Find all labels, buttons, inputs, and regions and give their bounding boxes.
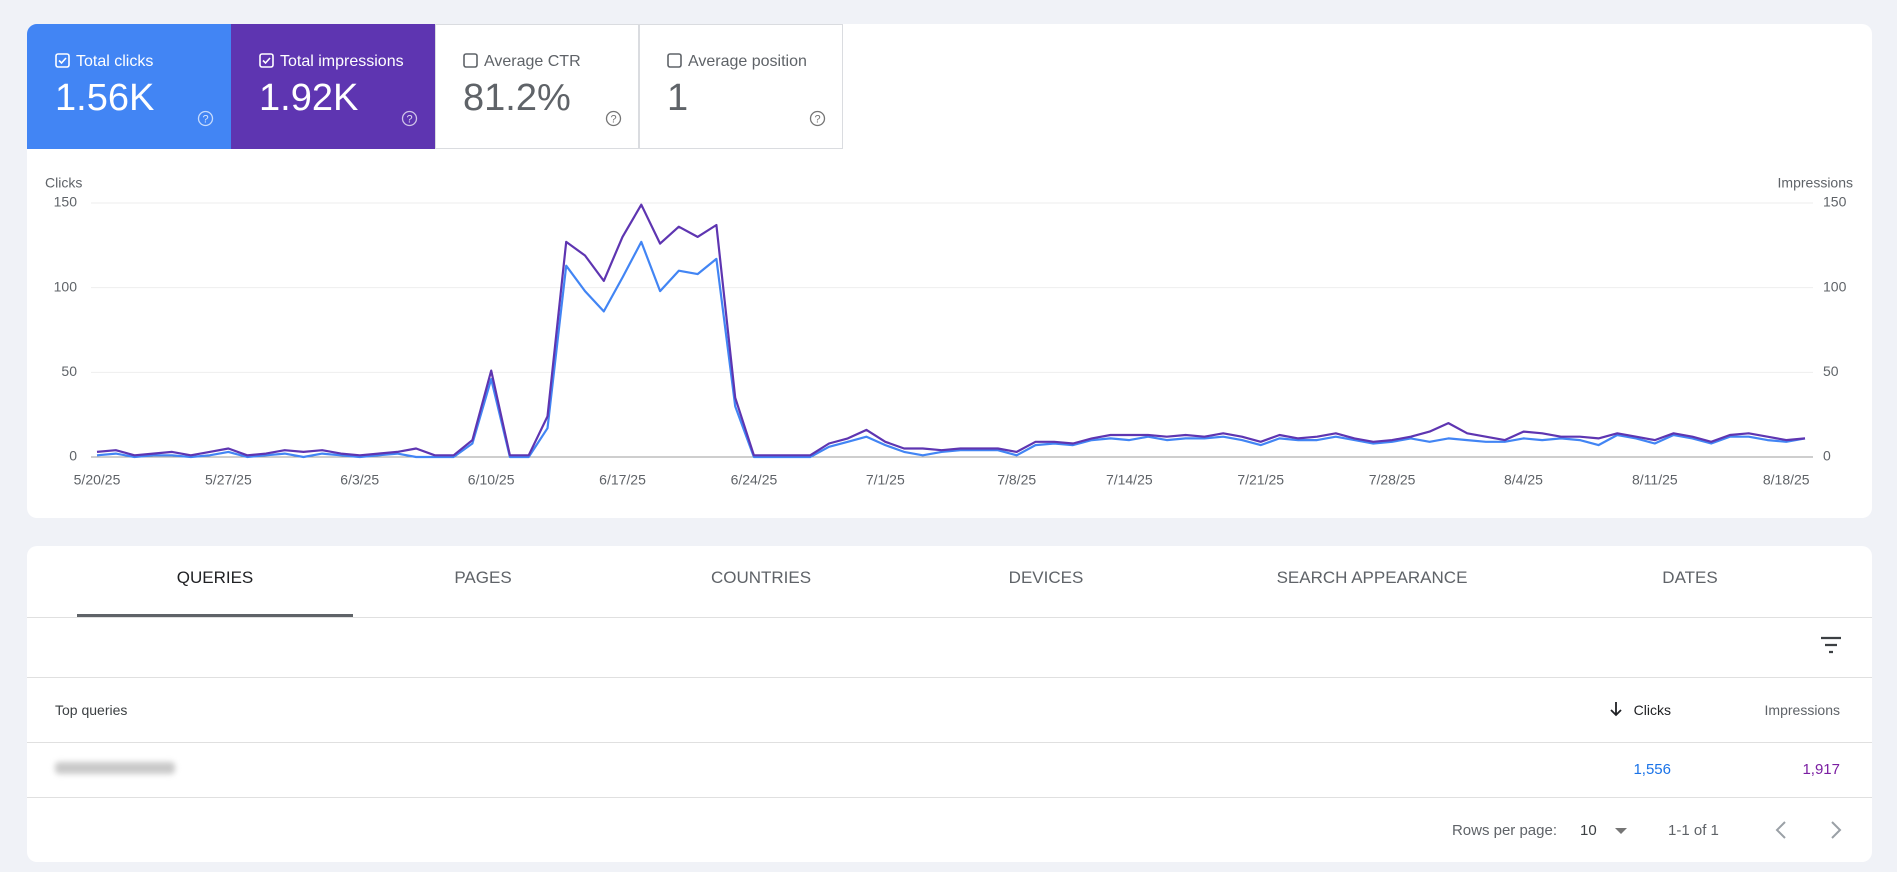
y-axis-label: Clicks — [45, 175, 82, 191]
divider — [27, 677, 1872, 678]
rows-select[interactable]: 10 — [1580, 822, 1597, 839]
metric-value: 81.2% — [463, 77, 571, 119]
divider — [27, 617, 1872, 618]
table-card: QUERIES PAGES COUNTRIES DEVICES SEARCH APPEA… — [27, 546, 1872, 862]
x-tick-label: 7/28/25 — [1369, 472, 1416, 488]
checkbox[interactable] — [55, 53, 70, 73]
column-header[interactable]: Impressions — [1764, 702, 1840, 718]
tab[interactable]: QUERIES — [176, 568, 254, 587]
y-tick-label: 150 — [54, 194, 78, 210]
divider — [27, 742, 1872, 743]
y-tick-label: 0 — [69, 448, 77, 464]
filter-icon[interactable] — [1820, 635, 1842, 655]
x-tick-label: 5/20/25 — [74, 472, 121, 488]
blurred-query — [55, 762, 175, 774]
metric-tile[interactable]: Total impressions 1.92K? — [231, 24, 435, 149]
metric-value: 1 — [667, 77, 689, 119]
x-tick-label: 7/1/25 — [866, 472, 905, 488]
checkbox[interactable] — [667, 53, 682, 73]
tab[interactable]: DATES — [1662, 568, 1718, 587]
metric-label: Total clicks — [76, 53, 154, 70]
prev-page[interactable] — [1774, 820, 1788, 840]
dropdown-arrow[interactable] — [1614, 827, 1628, 835]
y2-tick-label: 50 — [1823, 363, 1839, 379]
next-page[interactable] — [1829, 820, 1843, 840]
x-tick-label: 8/4/25 — [1504, 472, 1543, 488]
y-tick-label: 100 — [54, 278, 78, 294]
chart: Clicks Impressions 0 50 100 150 0 50 100 150 5/2… — [45, 175, 1853, 488]
metric-label: Average CTR — [484, 53, 581, 70]
svg-text:?: ? — [202, 113, 208, 125]
metric-label: Total impressions — [280, 53, 404, 70]
help-icon[interactable]: ? — [197, 110, 214, 132]
x-tick-label: 6/10/25 — [468, 472, 515, 488]
svg-text:?: ? — [406, 113, 412, 125]
clicks-cell: 1,556 — [1633, 761, 1671, 778]
metric-value: 1.92K — [259, 77, 359, 119]
y2-axis-label: Impressions — [1778, 175, 1853, 191]
column-header[interactable]: Clicks — [1633, 702, 1671, 718]
x-tick-label: 7/21/25 — [1237, 472, 1284, 488]
tab[interactable]: SEARCH APPEARANCE — [1276, 568, 1468, 587]
performance-card: Total clicks 1.56K? Total impressions 1.92K… — [27, 24, 1872, 518]
metric-value: 1.56K — [55, 77, 155, 119]
svg-text:?: ? — [814, 113, 820, 125]
series-line — [96, 240, 1806, 459]
divider — [27, 797, 1872, 798]
y2-tick-label: 150 — [1823, 194, 1847, 210]
x-tick-label: 6/17/25 — [599, 472, 646, 488]
checkbox[interactable] — [463, 53, 478, 73]
checkbox[interactable] — [259, 53, 274, 73]
help-icon[interactable]: ? — [401, 110, 418, 132]
tab-underline — [77, 614, 353, 617]
tab[interactable]: DEVICES — [1008, 568, 1084, 587]
y2-tick-label: 100 — [1823, 278, 1847, 294]
x-tick-label: 5/27/25 — [205, 472, 252, 488]
metric-tile[interactable]: Total clicks 1.56K? — [27, 24, 231, 149]
x-tick-label: 7/8/25 — [997, 472, 1036, 488]
y-tick-label: 50 — [61, 363, 77, 379]
metric-tile[interactable]: Average position 1? — [639, 24, 843, 149]
metric-tile[interactable]: Average CTR 81.2%? — [435, 24, 639, 149]
x-tick-label: 6/24/25 — [731, 472, 778, 488]
sort-arrow — [1610, 702, 1622, 717]
column-header: Top queries — [55, 702, 128, 718]
x-tick-label: 6/3/25 — [340, 472, 379, 488]
page-range: 1-1 of 1 — [1668, 822, 1719, 839]
metric-label: Average position — [688, 53, 807, 70]
x-tick-label: 7/14/25 — [1106, 472, 1153, 488]
x-tick-label: 8/11/25 — [1632, 472, 1678, 488]
rows-label: Rows per page: — [1451, 822, 1557, 839]
impressions-cell: 1,917 — [1802, 761, 1840, 778]
tab[interactable]: COUNTRIES — [710, 568, 812, 587]
tab[interactable]: PAGES — [454, 568, 512, 587]
help-icon[interactable]: ? — [809, 110, 826, 132]
svg-text:?: ? — [610, 113, 616, 125]
x-tick-label: 8/18/25 — [1763, 472, 1810, 488]
help-icon[interactable]: ? — [605, 110, 622, 132]
series-line — [96, 203, 1806, 457]
y2-tick-label: 0 — [1823, 448, 1831, 464]
